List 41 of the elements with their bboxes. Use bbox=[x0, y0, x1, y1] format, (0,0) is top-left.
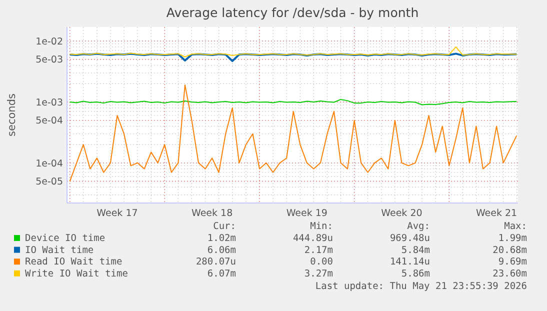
text: Cur: bbox=[213, 221, 236, 232]
x-tick-label: Week 20 bbox=[381, 208, 422, 219]
text: 23.60m bbox=[492, 268, 528, 280]
legend-label: IO Wait time bbox=[25, 244, 94, 256]
text: 5.86m bbox=[401, 268, 430, 280]
y-tick-label: 1e-03 bbox=[36, 97, 63, 108]
line-series bbox=[68, 52, 518, 62]
text: 5.84m bbox=[401, 244, 430, 256]
legend-label: Read IO Wait time bbox=[25, 256, 123, 268]
x-tick-label: Week 17 bbox=[96, 208, 138, 219]
x-tick-label: Week 18 bbox=[191, 208, 233, 219]
legend-label: Device IO time bbox=[25, 233, 106, 244]
text: 1.99m bbox=[498, 233, 528, 244]
text: 969.48u bbox=[390, 233, 430, 244]
text: Last update: Thu May 21 23:55:39 2026 bbox=[315, 281, 528, 292]
text: 20.68m bbox=[492, 244, 528, 256]
text: 6.06m bbox=[207, 244, 236, 256]
line-series bbox=[69, 46, 518, 58]
text: 3.27m bbox=[304, 268, 334, 280]
x-tick-label: Week 21 bbox=[476, 208, 518, 219]
text: 444.89u bbox=[292, 233, 333, 244]
text: 0.00 bbox=[310, 256, 334, 268]
y-axis-title: seconds bbox=[6, 94, 18, 136]
line-series bbox=[69, 84, 518, 182]
legend-label: Write IO Wait time bbox=[25, 268, 128, 280]
text: Max: bbox=[504, 221, 527, 232]
x-tick-label: Week 19 bbox=[286, 208, 328, 219]
y-tick-label: 1e-04 bbox=[36, 158, 63, 170]
text: 1.02m bbox=[207, 233, 236, 244]
y-tick-label: 5e-05 bbox=[36, 176, 63, 188]
text: 6.07m bbox=[207, 268, 236, 280]
text: Min: bbox=[310, 221, 333, 232]
text: 9.69m bbox=[498, 256, 528, 268]
text: 2.17m bbox=[304, 244, 334, 256]
text: 141.14u bbox=[390, 256, 430, 268]
text: 280.07u bbox=[196, 256, 236, 268]
text: Avg: bbox=[407, 221, 430, 232]
y-tick-label: 5e-04 bbox=[36, 116, 63, 127]
y-tick-label: 5e-03 bbox=[36, 54, 63, 66]
chart-title: Average latency for /dev/sda - by month bbox=[166, 5, 419, 20]
y-tick-label: 1e-02 bbox=[36, 36, 63, 48]
